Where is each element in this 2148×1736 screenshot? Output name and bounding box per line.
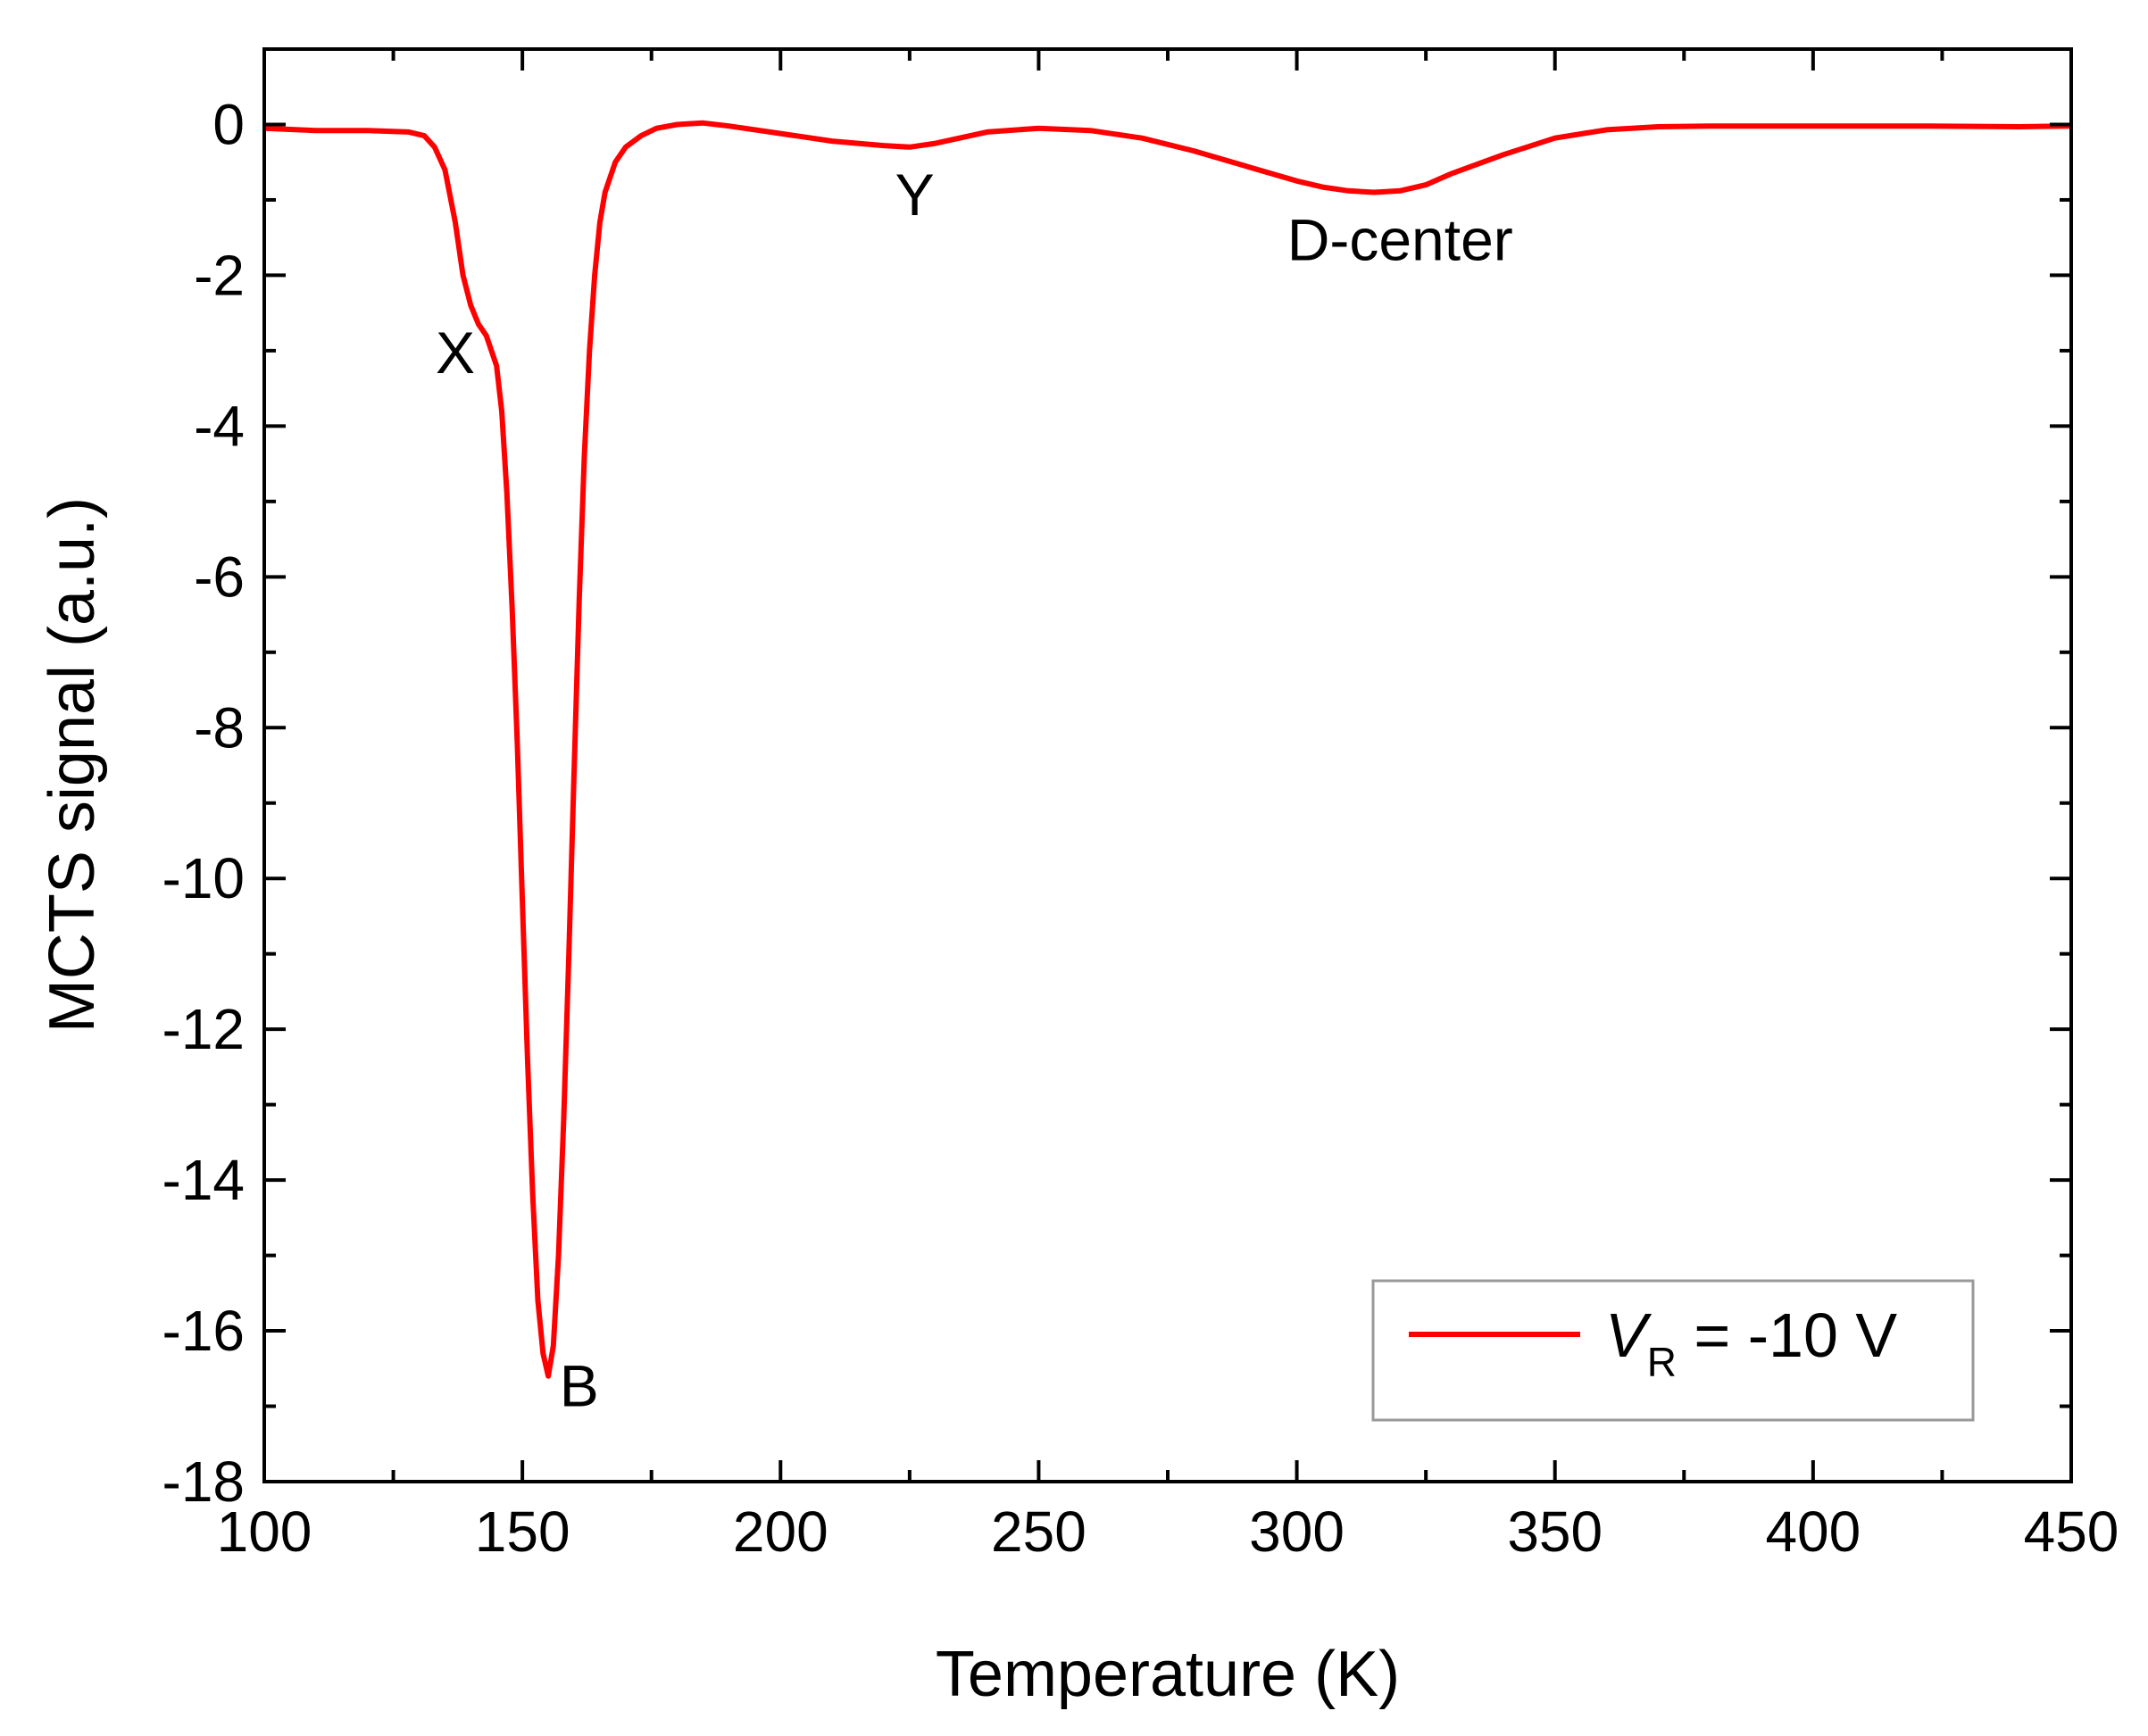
y-tick-label: -18	[162, 1449, 246, 1514]
x-axis-title: Temperature (K)	[936, 1639, 1400, 1710]
peak-annotation: D-center	[1287, 207, 1513, 273]
legend-label: VR = -10 V	[1605, 1300, 1897, 1385]
y-tick-label: -12	[162, 997, 246, 1061]
y-tick-label: -4	[194, 394, 245, 458]
y-tick-label: -2	[194, 243, 245, 307]
legend: VR = -10 V	[1371, 1279, 1975, 1422]
y-axis-title: MCTS signal (a.u.)	[37, 497, 108, 1033]
x-tick-label: 350	[1507, 1499, 1603, 1564]
x-tick-label: 400	[1765, 1499, 1861, 1564]
plot-frame	[262, 47, 2073, 1483]
y-tick-label: -16	[162, 1299, 246, 1363]
peak-annotation: Y	[895, 162, 935, 228]
peak-annotation: B	[560, 1353, 599, 1419]
y-tick-label: -8	[194, 695, 245, 760]
x-tick-label: 100	[217, 1499, 312, 1564]
legend-label-subscript: R	[1647, 1339, 1677, 1385]
legend-box	[1371, 1279, 1975, 1422]
x-tick-label: 150	[475, 1499, 570, 1564]
x-tick-label: 250	[991, 1499, 1086, 1564]
peak-annotation: X	[436, 320, 475, 386]
y-tick-label: -10	[162, 846, 246, 910]
legend-label-prefix: V	[1605, 1300, 1653, 1370]
y-tick-label: -14	[162, 1148, 246, 1212]
y-tick-label: -6	[194, 544, 245, 609]
x-tick-label: 450	[2024, 1499, 2119, 1564]
legend-label-suffix: = -10 V	[1677, 1300, 1897, 1370]
y-tick-label: 0	[212, 92, 245, 156]
x-tick-label: 300	[1249, 1499, 1345, 1564]
x-tick-label: 200	[733, 1499, 828, 1564]
series-line-0	[264, 120, 2071, 1379]
